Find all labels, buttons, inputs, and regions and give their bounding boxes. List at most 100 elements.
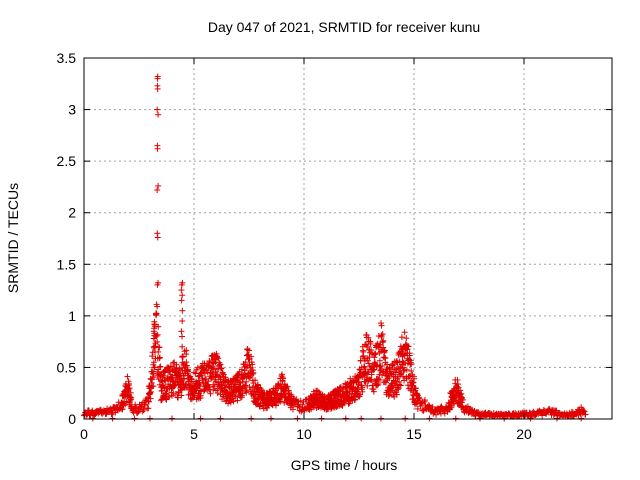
- data-point: [243, 386, 250, 393]
- data-point: [242, 359, 249, 366]
- data-point: [378, 332, 385, 339]
- data-point: [365, 360, 372, 367]
- data-point: [197, 415, 204, 422]
- x-tick-label: 15: [406, 426, 422, 442]
- data-point: [128, 394, 135, 401]
- data-point: [375, 333, 382, 340]
- data-point: [581, 408, 588, 415]
- data-point: [212, 368, 219, 375]
- data-point: [156, 355, 163, 362]
- data-point: [279, 371, 285, 378]
- data-point: [197, 382, 204, 389]
- data-point: [379, 338, 386, 345]
- grid-lines: [84, 58, 612, 419]
- data-point: [89, 415, 96, 422]
- data-point: [91, 411, 98, 418]
- data-point: [368, 371, 375, 378]
- data-point: [452, 415, 459, 422]
- data-point: [248, 415, 255, 422]
- data-point: [131, 415, 138, 422]
- data-point: [154, 142, 161, 149]
- data-point: [364, 357, 371, 364]
- data-point: [152, 348, 159, 355]
- data-point: [284, 383, 291, 390]
- data-point: [454, 376, 461, 383]
- data-point: [188, 376, 195, 383]
- data-point: [272, 402, 279, 409]
- data-point: [360, 352, 367, 359]
- data-point: [477, 415, 483, 422]
- data-point: [145, 398, 152, 405]
- y-tick-label: 1: [68, 308, 76, 324]
- data-points: [81, 73, 589, 422]
- data-point: [215, 355, 222, 362]
- data-point: [459, 396, 466, 403]
- data-point: [342, 415, 349, 422]
- data-point: [184, 367, 191, 374]
- data-point: [184, 368, 191, 375]
- data-point: [154, 303, 161, 310]
- data-point: [141, 401, 148, 408]
- data-point: [228, 395, 235, 402]
- data-point: [180, 380, 186, 387]
- data-point: [179, 307, 186, 314]
- data-point: [318, 415, 325, 422]
- data-point: [179, 292, 186, 299]
- data-point: [179, 354, 186, 361]
- data-point: [294, 415, 301, 422]
- data-point: [178, 392, 185, 399]
- y-tick-label: 2.5: [57, 153, 77, 169]
- data-point: [243, 389, 250, 396]
- axis-ticks: 0 0.5 1 1.5 2 2.5 3 3.5 0 5 10 15 20: [57, 50, 612, 442]
- data-point: [458, 390, 465, 397]
- data-point: [155, 182, 162, 189]
- data-point: [376, 371, 383, 378]
- data-point: [119, 406, 126, 413]
- data-point: [254, 396, 261, 403]
- data-point: [154, 82, 161, 89]
- data-point: [395, 386, 402, 393]
- data-point: [243, 378, 250, 385]
- data-point: [365, 334, 372, 341]
- data-point: [151, 321, 158, 328]
- data-point: [154, 106, 161, 113]
- data-point: [217, 415, 224, 422]
- data-point: [582, 411, 589, 418]
- data-point: [412, 385, 419, 392]
- y-axis-label: SRMTID / TECUs: [5, 183, 21, 293]
- data-point: [183, 359, 190, 366]
- data-point: [249, 370, 256, 377]
- data-point: [195, 373, 202, 380]
- data-point: [206, 384, 213, 391]
- data-point: [134, 409, 141, 416]
- y-tick-label: 0: [68, 411, 76, 427]
- data-point: [239, 390, 246, 397]
- data-point: [354, 390, 361, 397]
- data-point: [147, 389, 153, 396]
- data-point: [380, 337, 387, 344]
- data-point: [362, 370, 369, 377]
- data-point: [409, 379, 416, 386]
- data-point: [217, 361, 224, 368]
- data-point: [217, 391, 224, 398]
- data-point: [294, 398, 301, 405]
- data-point: [150, 343, 157, 350]
- x-tick-label: 0: [80, 426, 88, 442]
- data-point: [145, 405, 152, 412]
- data-point: [234, 397, 241, 404]
- data-point: [290, 406, 296, 413]
- data-point: [147, 395, 154, 402]
- data-point: [230, 398, 237, 405]
- data-point: [156, 363, 163, 370]
- data-point: [142, 402, 149, 409]
- data-point: [402, 415, 409, 422]
- data-point: [125, 386, 132, 393]
- data-point: [151, 343, 158, 350]
- data-point: [425, 402, 432, 409]
- data-point: [451, 394, 458, 401]
- data-point: [415, 394, 422, 401]
- data-point: [154, 338, 161, 345]
- data-point: [400, 367, 407, 374]
- data-point: [393, 391, 400, 398]
- data-point: [381, 348, 388, 355]
